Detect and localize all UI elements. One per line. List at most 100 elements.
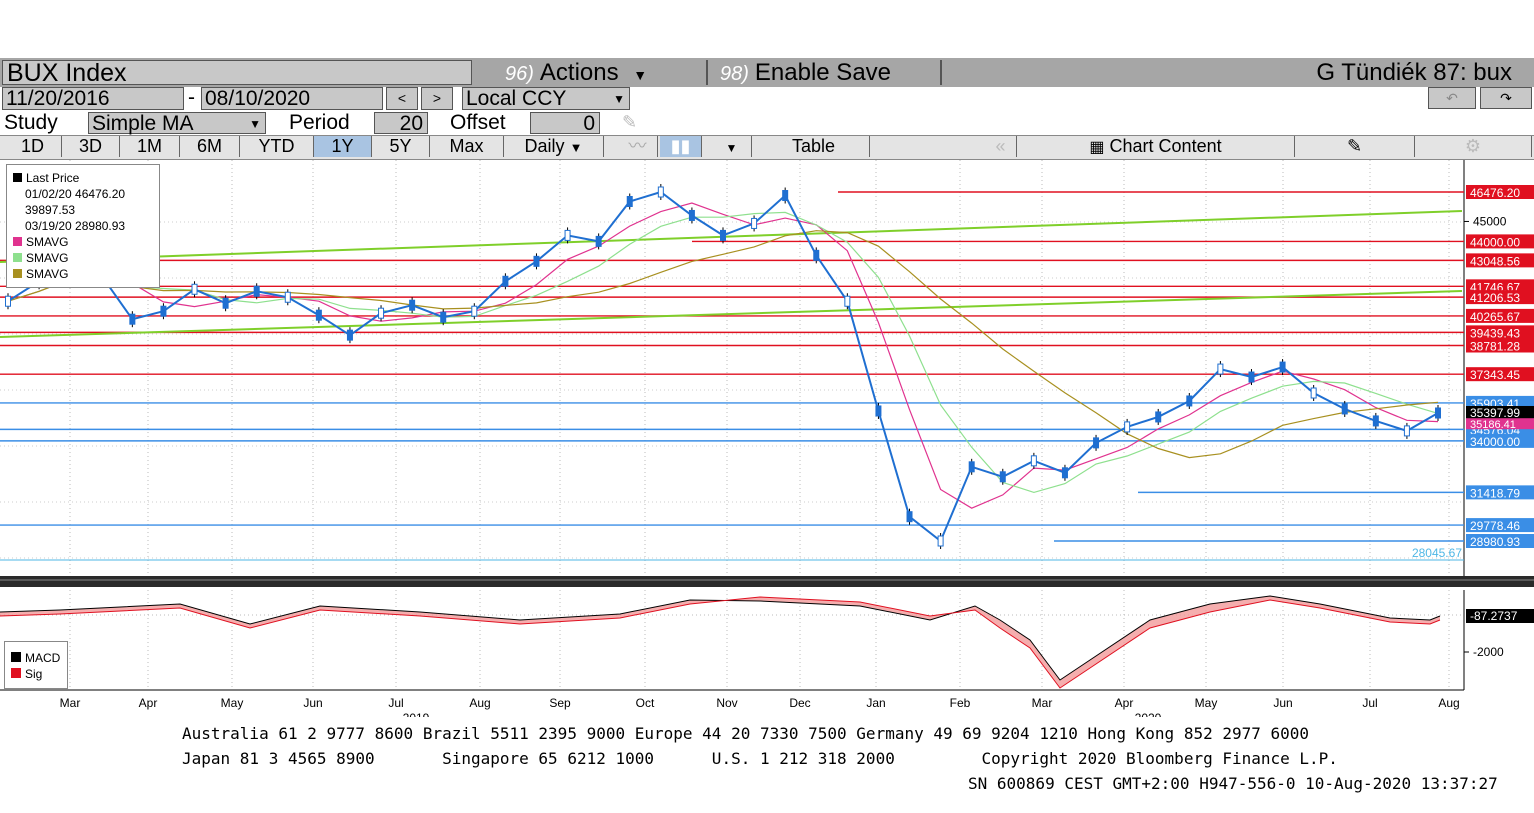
- end-date-field[interactable]: 08/10/2020: [201, 87, 383, 110]
- tab-max[interactable]: Max: [430, 136, 504, 157]
- x-tick-label: Apr: [1115, 696, 1134, 710]
- x-tick-label: Mar: [60, 696, 81, 710]
- price-label-box: [1466, 308, 1534, 323]
- candle-body: [1030, 455, 1037, 467]
- candle-body: [502, 275, 509, 287]
- x-tick-label: Aug: [469, 696, 490, 710]
- ma-price-label: 35186.41: [1470, 419, 1516, 431]
- legend-swatch: [13, 237, 22, 246]
- line-chart-button[interactable]: 〰: [618, 136, 658, 157]
- price-label: 39439.43: [1470, 326, 1520, 340]
- moving-average-lines: [7, 202, 1439, 509]
- candle-body: [968, 461, 975, 473]
- legend-last-price: Last Price: [26, 171, 80, 185]
- currency-value: Local CCY: [466, 87, 567, 110]
- candle-chart-icon: ▮▮: [670, 136, 691, 156]
- price-label: 41206.53: [1470, 291, 1520, 305]
- x-axis: Mar Apr May Jun Jul Aug Sep Oct Nov Dec Jan Feb Mar A…: [60, 696, 1460, 717]
- chart-type-dropdown[interactable]: ▼: [712, 136, 752, 157]
- candle-body: [471, 305, 478, 317]
- frequency-value: Daily: [524, 136, 565, 156]
- candle-body: [844, 295, 851, 307]
- price-series: [5, 184, 1441, 549]
- undo-button[interactable]: ↶: [1428, 87, 1476, 109]
- pencil-icon[interactable]: ✎: [622, 112, 638, 132]
- actions-menu[interactable]: 96) Actions ▼: [505, 60, 647, 85]
- chevron-left-icon: <: [397, 90, 407, 106]
- divider: [940, 60, 942, 85]
- price-label-box: [1466, 534, 1534, 548]
- edit-chart-button[interactable]: ✎: [1295, 136, 1415, 157]
- price-label: 40265.67: [1470, 310, 1520, 324]
- candle-body: [533, 255, 540, 267]
- next-period-button[interactable]: >: [421, 87, 453, 110]
- chart-content-button[interactable]: ▦ Chart Content: [1017, 136, 1295, 157]
- currency-select[interactable]: Local CCY ▼: [462, 87, 630, 110]
- tab-6m[interactable]: 6M: [180, 136, 240, 157]
- study-select[interactable]: Simple MA ▼: [88, 112, 266, 135]
- chevron-down-icon: ▼: [613, 92, 625, 106]
- macd-value-box: [1466, 609, 1534, 623]
- price-label: 31418.79: [1470, 486, 1520, 500]
- price-label: 29778.46: [1470, 519, 1520, 533]
- x-tick-label: Jan: [866, 696, 885, 710]
- start-date-field[interactable]: 11/20/2016: [2, 87, 184, 110]
- candle-body: [1155, 411, 1162, 423]
- x-tick-label: Oct: [636, 696, 655, 710]
- chart-edit-icon: ✎: [1346, 136, 1363, 156]
- price-label-box: [1466, 433, 1534, 448]
- legend-ma-2: SMAVG: [26, 251, 69, 265]
- price-chart[interactable]: 46476.2044000.0043048.5641746.6741206.53…: [0, 157, 1534, 717]
- table-button[interactable]: Table: [758, 136, 870, 157]
- candle-body: [813, 249, 820, 261]
- price-label-box: [1466, 518, 1534, 533]
- candle-body: [1061, 467, 1068, 479]
- candle-body: [720, 229, 726, 241]
- signal-line: [0, 596, 1441, 689]
- candle-body: [315, 309, 322, 321]
- trend-line: [0, 290, 1463, 338]
- period-field[interactable]: 20: [374, 112, 428, 135]
- offset-field[interactable]: 0: [530, 112, 600, 135]
- last-price-box: [1466, 405, 1534, 420]
- divider: [706, 60, 708, 85]
- collapse-button[interactable]: «: [985, 136, 1017, 157]
- chevron-down-icon: ▼: [249, 117, 261, 131]
- price-label: 28980.93: [1470, 535, 1520, 549]
- period-label: Period: [289, 111, 350, 134]
- year-label: 2020: [1135, 711, 1162, 717]
- tab-ytd[interactable]: YTD: [240, 136, 314, 157]
- gear-icon: ⚙: [1464, 136, 1482, 156]
- candle-body: [160, 305, 167, 317]
- tab-3d[interactable]: 3D: [62, 136, 120, 157]
- footer-session-line: SN 600869 CEST GMT+2:00 H947-556-0 10-Au…: [968, 774, 1498, 793]
- enable-save-button[interactable]: 98) Enable Save: [720, 60, 891, 85]
- candle-body: [782, 190, 789, 202]
- moving-average-line: [7, 202, 1439, 509]
- candle-body: [1403, 425, 1410, 437]
- candle-body: [875, 405, 882, 417]
- ma-price-box: [1466, 418, 1534, 430]
- candle-body: [409, 299, 416, 311]
- tab-1m[interactable]: 1M: [120, 136, 180, 157]
- prev-period-button[interactable]: <: [386, 87, 418, 110]
- bar-chart-button[interactable]: ▮▮: [660, 136, 702, 157]
- chevron-down-icon: ▼: [569, 140, 583, 155]
- end-date-value: 08/10/2020: [205, 87, 311, 110]
- start-date-value: 11/20/2016: [6, 87, 110, 110]
- actions-number: 96): [505, 63, 534, 85]
- settings-button[interactable]: ⚙: [1415, 136, 1532, 157]
- tab-5y[interactable]: 5Y: [372, 136, 430, 157]
- tab-1d[interactable]: 1D: [4, 136, 62, 157]
- x-tick-label: Sep: [549, 696, 571, 710]
- ticker-field[interactable]: BUX Index: [2, 60, 472, 86]
- enable-save-label: Enable Save: [754, 59, 892, 86]
- legend-swatch: [13, 253, 22, 262]
- candle-body: [906, 511, 913, 523]
- x-tick-label: Jun: [1273, 696, 1292, 710]
- legend-swatch: [13, 269, 22, 278]
- frequency-select[interactable]: Daily ▼: [504, 136, 604, 157]
- year-label: 2019: [403, 711, 430, 717]
- tab-1y[interactable]: 1Y: [314, 136, 372, 157]
- redo-button[interactable]: ↷: [1480, 87, 1532, 109]
